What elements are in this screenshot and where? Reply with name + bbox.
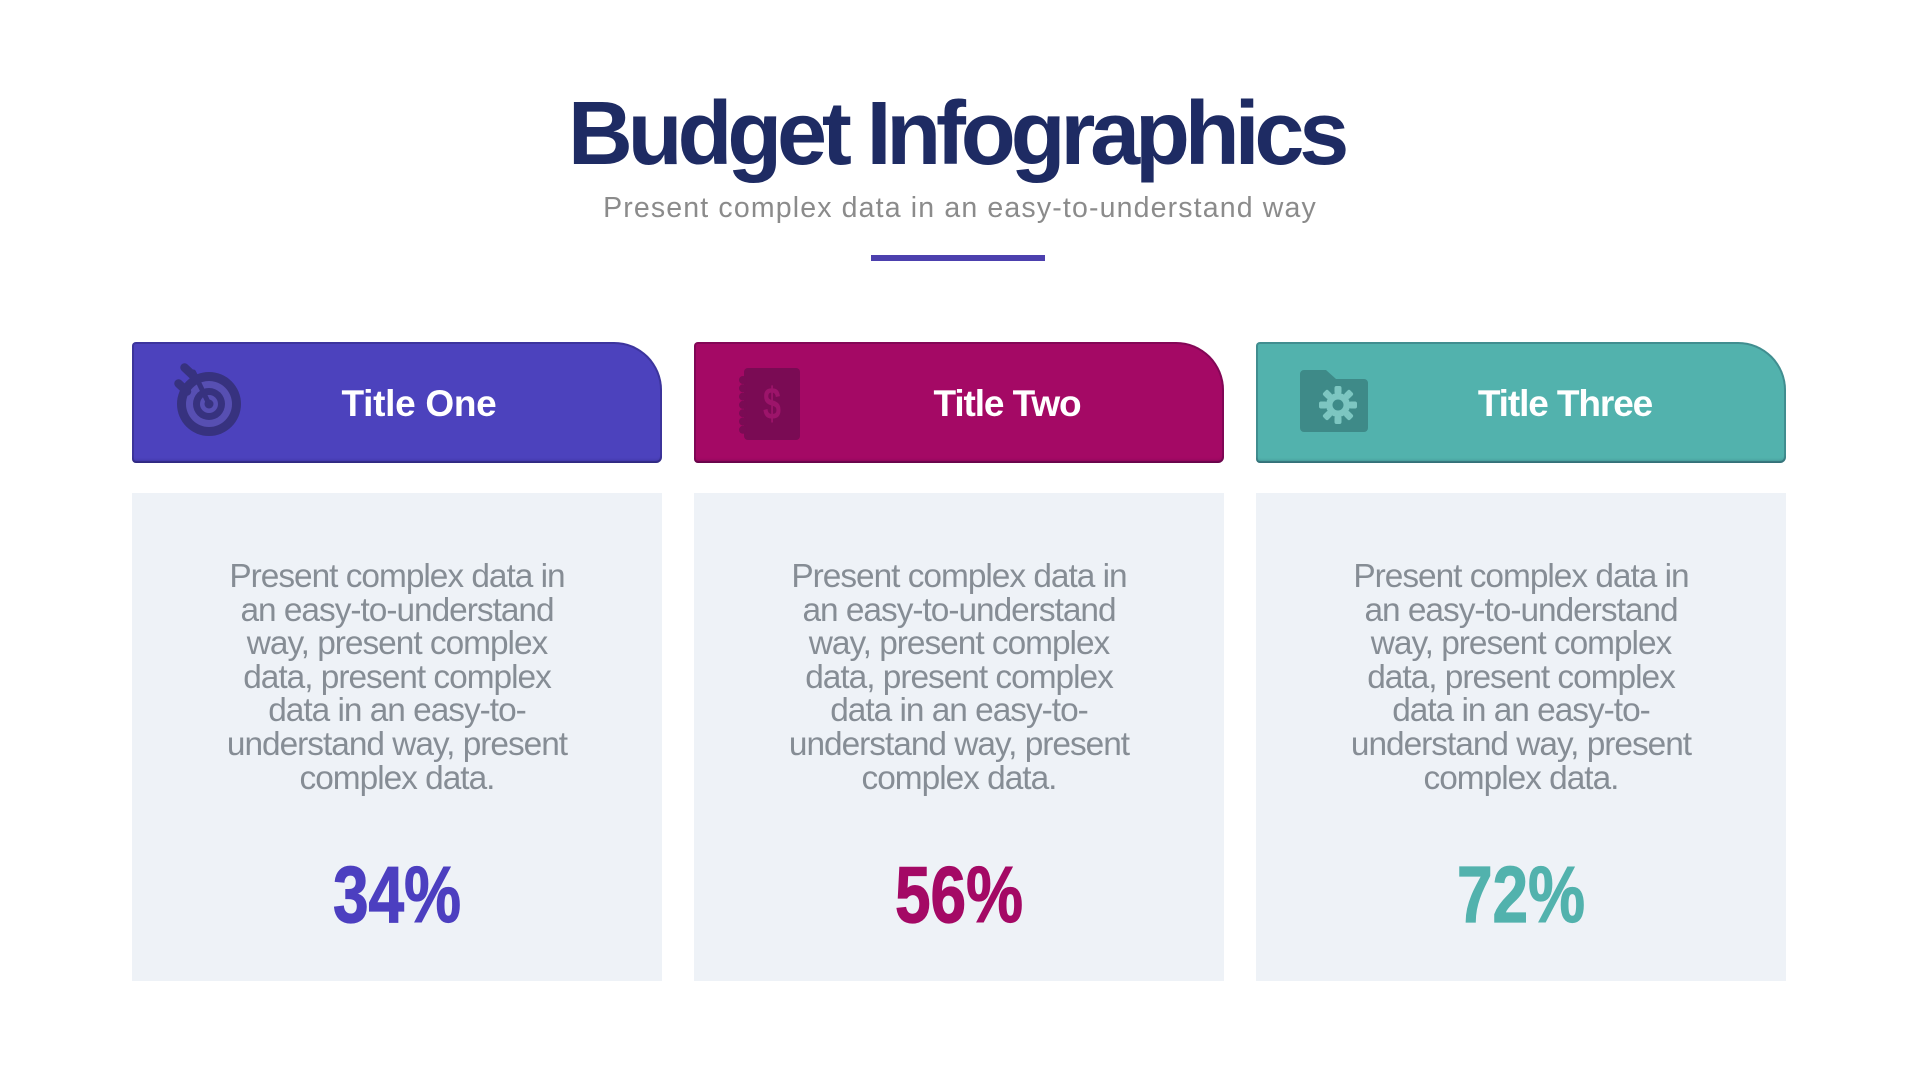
svg-text:$: $ — [763, 380, 781, 429]
